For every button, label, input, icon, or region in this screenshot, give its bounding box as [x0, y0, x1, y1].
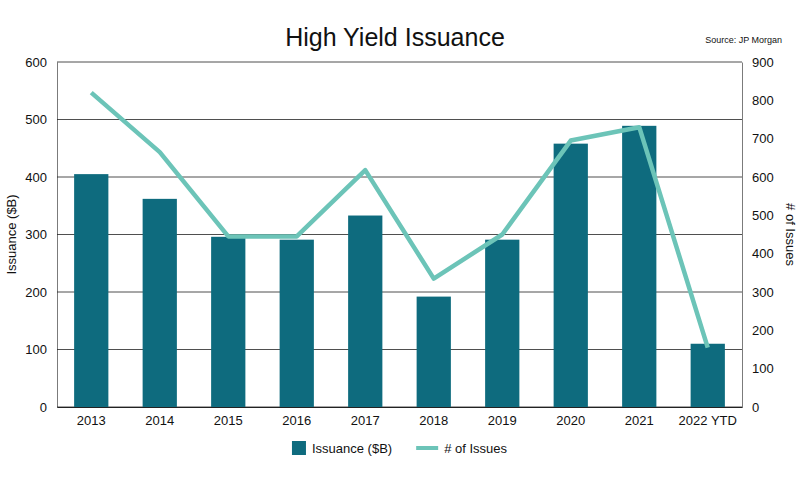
- tick: 0: [742, 400, 759, 415]
- tick-label: 500: [25, 112, 47, 127]
- y-axis-line: [57, 63, 58, 408]
- legend-item: # of Issues: [416, 441, 507, 456]
- bar: [417, 297, 451, 407]
- tick-label: 2013: [77, 413, 106, 428]
- tick-label: 400: [25, 170, 47, 185]
- tick-label: 600: [752, 170, 774, 185]
- bar: [691, 344, 725, 407]
- tick-label: 800: [752, 93, 774, 108]
- tick-label: 2016: [282, 413, 311, 428]
- legend: Issuance ($B) # of Issues: [292, 441, 508, 456]
- tick-label: 2017: [351, 413, 380, 428]
- tick: 2021: [625, 407, 654, 428]
- bar: [280, 240, 314, 407]
- bar: [554, 144, 588, 407]
- tick-label: 700: [752, 131, 774, 146]
- tick: 700: [742, 131, 774, 146]
- tick: 100: [25, 342, 57, 357]
- line: [91, 93, 708, 348]
- tick: 2017: [351, 407, 380, 428]
- tick: 2018: [419, 407, 448, 428]
- tick: 500: [742, 208, 774, 223]
- tick-label: 600: [25, 55, 47, 70]
- tick-label: 500: [752, 208, 774, 223]
- bar: [143, 199, 177, 407]
- grid-line: [57, 119, 742, 120]
- x-axis: 2013 2014 2015 2016 2017 2018 2019 2020 2021 2022…: [58, 407, 743, 428]
- tick: 2020: [556, 407, 585, 428]
- tick-label: 0: [40, 400, 47, 415]
- tick-label: 2018: [419, 413, 448, 428]
- tick: 200: [742, 323, 774, 338]
- grid: [57, 62, 742, 407]
- tick: 600: [25, 55, 57, 70]
- legend-item: Issuance ($B): [292, 441, 392, 456]
- tick-label: 300: [752, 285, 774, 300]
- grid-line: [57, 62, 742, 63]
- tick: 0: [40, 400, 57, 415]
- marks: [74, 93, 725, 407]
- tick: 300: [742, 285, 774, 300]
- tick-label: 2014: [145, 413, 174, 428]
- tick-label: 100: [752, 361, 774, 376]
- plot: 2013 2014 2015 2016 2017 2018 2019 2020 2021 2022…: [25, 55, 773, 429]
- tick: 2013: [77, 407, 106, 428]
- tick-label: 100: [25, 342, 47, 357]
- title: High Yield Issuance: [285, 23, 505, 51]
- tick: 2016: [282, 407, 311, 428]
- tick-label: 2021: [625, 413, 654, 428]
- legend-label: Issuance ($B): [312, 441, 392, 456]
- tick: 500: [25, 112, 57, 127]
- bar: [348, 216, 382, 407]
- tick: 2015: [214, 407, 243, 428]
- y2-axis: 0 100 200 300 400 500 600 700 800 900: [742, 55, 774, 415]
- legend-label: # of Issues: [444, 441, 507, 456]
- tick: 2019: [488, 407, 517, 428]
- tick: 200: [25, 285, 57, 300]
- tick-label: 200: [752, 323, 774, 338]
- tick: 2014: [145, 407, 174, 428]
- tick: 300: [25, 227, 57, 242]
- y2-axis-title: # of Issues: [783, 203, 798, 266]
- tick: 100: [742, 361, 774, 376]
- tick-label: 900: [752, 55, 774, 70]
- tick-label: 200: [25, 285, 47, 300]
- annotation: Source: JP Morgan: [705, 35, 782, 45]
- tick-label: 2019: [488, 413, 517, 428]
- tick-label: 2020: [556, 413, 585, 428]
- legend-swatch: [416, 446, 438, 450]
- tick-label: 300: [25, 227, 47, 242]
- y2-axis-line: [742, 63, 743, 408]
- x-axis-line: [58, 407, 743, 408]
- tick-label: 2022 YTD: [679, 413, 737, 428]
- tick: 600: [742, 170, 774, 185]
- tick-label: 400: [752, 246, 774, 261]
- chart: 2013 2014 2015 2016 2017 2018 2019 2020 2021 2022…: [0, 0, 800, 500]
- tick: 900: [742, 55, 774, 70]
- tick: 400: [25, 170, 57, 185]
- bar: [74, 174, 108, 407]
- legend-swatch: [292, 441, 306, 455]
- bar: [485, 240, 519, 407]
- tick: 2022 YTD: [679, 407, 737, 428]
- bar: [211, 237, 245, 407]
- y-axis: 0 100 200 300 400 500 600: [25, 55, 57, 415]
- tick-label: 2015: [214, 413, 243, 428]
- y-axis-title: Issuance ($B): [4, 194, 19, 274]
- tick: 400: [742, 246, 774, 261]
- tick: 800: [742, 93, 774, 108]
- tick-label: 0: [752, 400, 759, 415]
